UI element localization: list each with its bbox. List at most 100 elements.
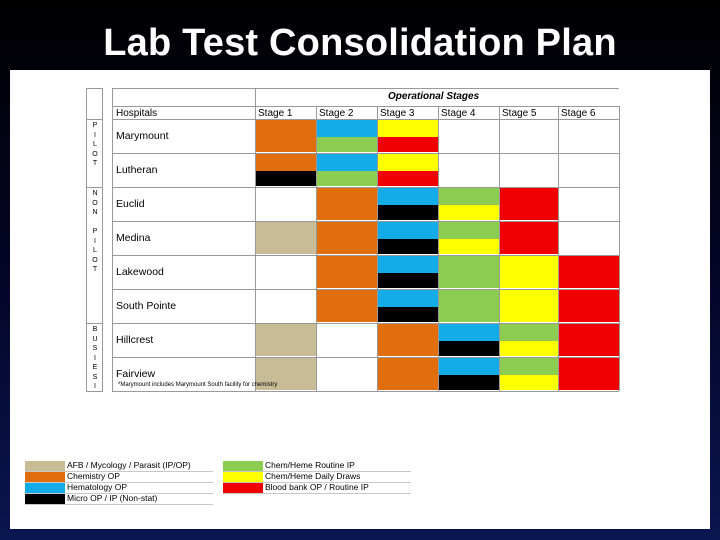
stage-cell-blue — [317, 154, 377, 171]
stage-cell-tan — [256, 358, 316, 390]
legend-swatch — [25, 472, 65, 482]
group-box-top — [86, 88, 103, 89]
stage-cell-yellow — [378, 154, 438, 171]
stage-plan-table: Operational Stages Hospitals Stage 1 Stag… — [78, 88, 620, 392]
stage-header-1: Stage 1 — [258, 108, 293, 119]
stage-cell-orange — [317, 222, 377, 254]
legend-item-red: Blood bank OP / Routine IP — [223, 482, 411, 494]
hospital-name: Euclid — [116, 198, 145, 210]
stage-cell-orange — [378, 358, 438, 390]
row-separator — [112, 187, 619, 188]
row-separator — [112, 221, 619, 222]
legend-label: Hematology OP — [67, 482, 127, 492]
stage-cell-yellow — [500, 375, 558, 390]
stage-cell-yellow — [439, 239, 499, 254]
col-separator — [316, 106, 317, 391]
group-separator — [86, 187, 103, 188]
stage-cell-black — [378, 273, 438, 288]
stage-cell-green — [317, 171, 377, 186]
legend-swatch — [25, 483, 65, 493]
legend-swatch — [25, 461, 65, 471]
group-box-left — [86, 323, 87, 391]
stage-cell-black — [378, 239, 438, 254]
legend-swatch — [223, 483, 263, 493]
stage-cell-orange — [317, 290, 377, 322]
group-box-right — [102, 323, 103, 391]
hospital-name: Medina — [116, 232, 151, 244]
table-top-border — [112, 88, 619, 89]
stage-cell-blue — [378, 290, 438, 307]
col-separator — [112, 88, 113, 391]
stage-cell-green — [439, 222, 499, 239]
color-legend: AFB / Mycology / Parasit (IP/OP) Chemistr… — [25, 460, 415, 511]
stage-cell-orange — [256, 120, 316, 152]
col-separator — [377, 106, 378, 391]
group-box-left — [86, 88, 87, 119]
hospital-name: Hillcrest — [116, 334, 154, 346]
stage-cell-green — [439, 290, 499, 322]
row-separator — [112, 153, 619, 154]
legend-swatch — [25, 494, 65, 504]
group-separator — [86, 391, 103, 392]
hospitals-column-header: Hospitals — [116, 108, 158, 119]
legend-label: Micro OP / IP (Non-stat) — [67, 493, 158, 503]
group-box-right — [102, 187, 103, 323]
legend-divider — [223, 493, 411, 494]
stage-cell-green — [439, 256, 499, 288]
row-separator — [112, 119, 619, 120]
stage-cell-red — [378, 171, 438, 186]
legend-divider — [25, 482, 213, 483]
col-separator — [255, 88, 256, 391]
legend-divider — [25, 493, 213, 494]
row-separator — [112, 323, 619, 324]
stage-cell-orange — [378, 324, 438, 356]
group-box-right — [102, 88, 103, 119]
stage-cell-yellow — [500, 256, 558, 288]
legend-divider — [223, 482, 411, 483]
legend-divider — [25, 471, 213, 472]
stage-cell-red — [559, 358, 619, 390]
stage-cell-red — [500, 222, 558, 254]
row-separator — [112, 357, 619, 358]
hospital-name: Lutheran — [116, 164, 158, 176]
stage-cell-tan — [256, 222, 316, 254]
stage-cell-blue — [378, 188, 438, 205]
stage-cell-blue — [439, 358, 499, 375]
stage-cell-yellow — [378, 120, 438, 137]
group-label-2: N O N P I L O T — [92, 190, 98, 273]
hospital-name: Marymount — [116, 130, 169, 142]
stage-cell-red — [559, 256, 619, 288]
legend-item-black: Micro OP / IP (Non-stat) — [25, 493, 213, 505]
stage-cell-green — [439, 188, 499, 205]
stage-header-4: Stage 4 — [441, 108, 476, 119]
stage-cell-black — [378, 205, 438, 220]
legend-swatch — [223, 472, 263, 482]
stage-cell-black — [439, 375, 499, 390]
legend-item-blue: Hematology OP — [25, 482, 213, 494]
stage-cell-red — [500, 188, 558, 220]
group-label-1: P I L O T — [92, 122, 98, 167]
legend-item-orange: Chemistry OP — [25, 471, 213, 483]
col-separator — [558, 106, 559, 391]
stage-cell-yellow — [500, 341, 558, 356]
legend-label: Blood bank OP / Routine IP — [265, 482, 369, 492]
group-label-3: B U S I E S I — [92, 326, 98, 390]
header-separator — [112, 106, 619, 107]
stage-cell-orange — [256, 154, 316, 171]
col-separator — [499, 106, 500, 391]
hospital-name: Lakewood — [116, 266, 164, 278]
legend-item-yellow: Chem/Heme Daily Draws — [223, 471, 411, 483]
stage-cell-red — [378, 137, 438, 152]
legend-label: Chem/Heme Routine IP — [265, 460, 355, 470]
stage-cell-yellow — [500, 290, 558, 322]
hospital-name: Fairview — [116, 368, 156, 380]
slide-title: Lab Test Consolidation Plan — [103, 22, 617, 64]
legend-item-tan: AFB / Mycology / Parasit (IP/OP) — [25, 460, 213, 472]
stage-cell-blue — [317, 120, 377, 137]
legend-swatch — [223, 461, 263, 471]
stage-cell-orange — [317, 188, 377, 220]
footnote: *Marymount includes Marymount South faci… — [118, 382, 278, 388]
group-separator — [86, 323, 103, 324]
group-separator — [86, 119, 103, 120]
col-separator — [619, 106, 620, 391]
